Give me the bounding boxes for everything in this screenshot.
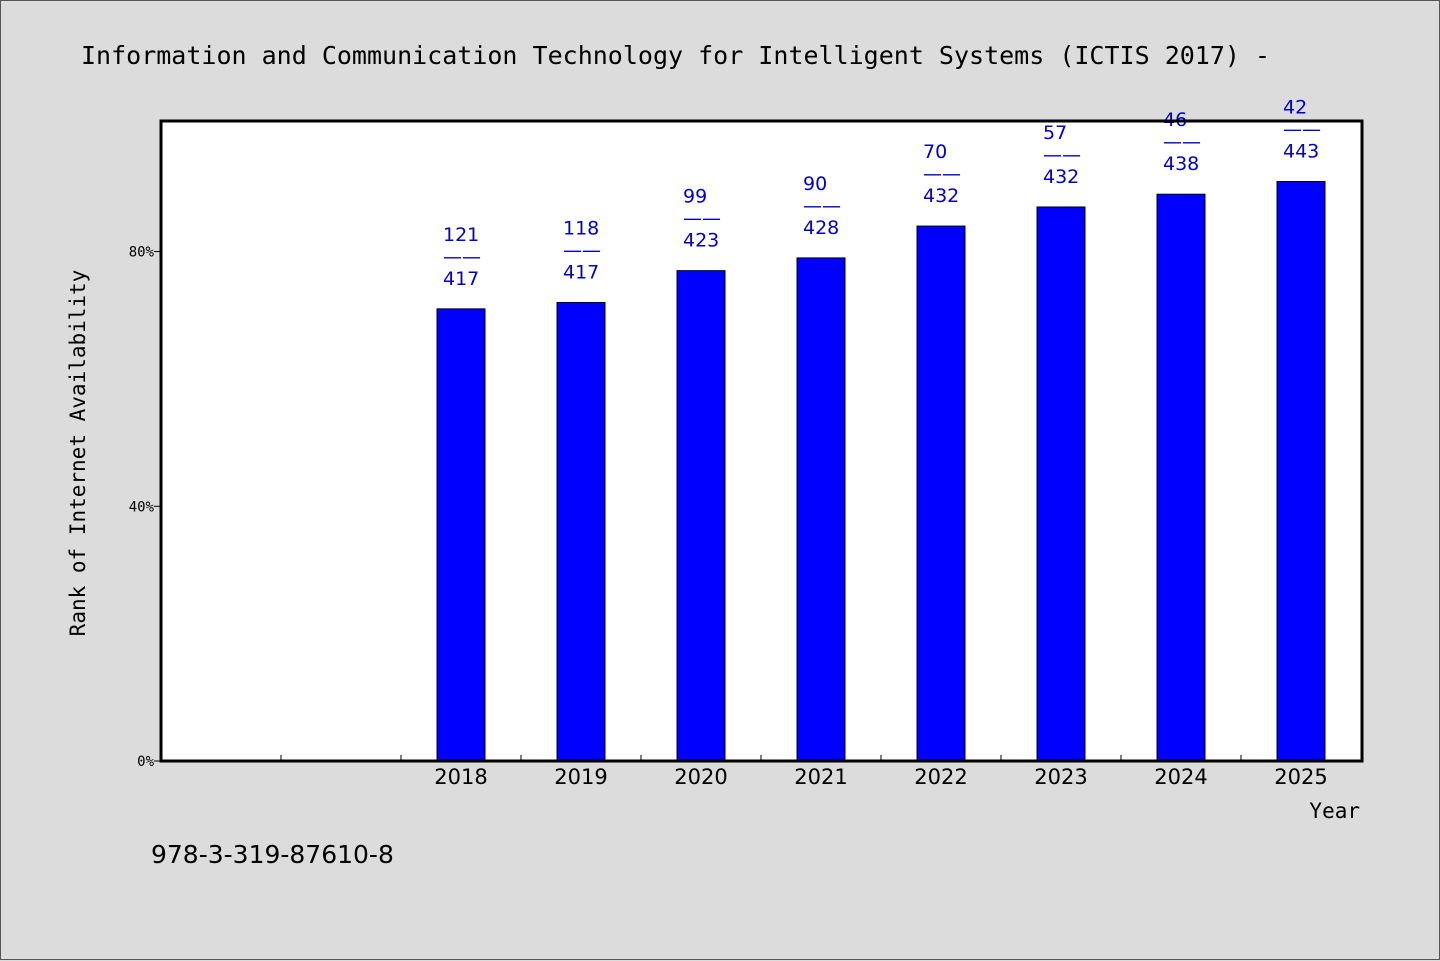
data-label-2024-bottom: 438 bbox=[1163, 153, 1199, 175]
y-axis-ticks: 0% 40% 80% bbox=[129, 245, 161, 770]
x-axis-label: Year bbox=[1309, 799, 1360, 823]
bar-2023 bbox=[1036, 206, 1086, 762]
data-label-2022-bottom: 432 bbox=[923, 185, 959, 207]
data-label-2021-sep: —— bbox=[803, 195, 841, 217]
data-label-2021-top: 90 bbox=[803, 173, 827, 195]
x-tick-label-2024: 2024 bbox=[1154, 765, 1207, 789]
x-axis-ticks: 2018 2019 2020 2021 2022 2023 2024 2025 bbox=[280, 755, 1328, 789]
data-label-2018-sep: —— bbox=[443, 246, 481, 268]
x-tick-label-2021: 2021 bbox=[794, 765, 847, 789]
bar-2021 bbox=[796, 257, 846, 762]
data-label-2018-top: 121 bbox=[443, 224, 479, 246]
x-tick-label-2020: 2020 bbox=[674, 765, 727, 789]
data-label-2022-sep: —— bbox=[923, 163, 961, 185]
data-label-2020-top: 99 bbox=[683, 186, 707, 208]
data-label-2025-sep: —— bbox=[1283, 118, 1321, 140]
data-label-2020-sep: —— bbox=[683, 208, 721, 230]
x-tick-label-2019: 2019 bbox=[554, 765, 607, 789]
bars-group bbox=[436, 180, 1326, 762]
data-label-2019-top: 118 bbox=[563, 217, 599, 239]
data-labels-group: 121——417118——41799——42390——42870——43257—… bbox=[443, 96, 1321, 289]
x-tick-label-2023: 2023 bbox=[1034, 765, 1087, 789]
x-tick-label-2018: 2018 bbox=[434, 765, 487, 789]
y-tick-label-40: 40% bbox=[129, 499, 155, 515]
isbn-footer: 978-3-319-87610-8 bbox=[151, 840, 394, 869]
y-axis-label: Rank of Internet Availability bbox=[66, 270, 90, 637]
data-label-2024-sep: —— bbox=[1163, 131, 1201, 153]
data-label-2025-bottom: 443 bbox=[1283, 140, 1319, 162]
data-label-2023-top: 57 bbox=[1043, 122, 1067, 144]
y-tick-label-80: 80% bbox=[129, 245, 155, 261]
chart-title: Information and Communication Technology… bbox=[81, 41, 1270, 70]
data-label-2021-bottom: 428 bbox=[803, 217, 839, 239]
data-label-2025-top: 42 bbox=[1283, 96, 1307, 118]
bar-2024 bbox=[1156, 193, 1206, 762]
data-label-2019-sep: —— bbox=[563, 239, 601, 261]
data-label-2018-bottom: 417 bbox=[443, 268, 479, 290]
data-label-2020-bottom: 423 bbox=[683, 230, 719, 252]
data-label-2023-bottom: 432 bbox=[1043, 166, 1079, 188]
data-label-2022-top: 70 bbox=[923, 141, 947, 163]
bar-2018 bbox=[436, 308, 486, 762]
bar-2019 bbox=[556, 301, 606, 762]
data-label-2019-bottom: 417 bbox=[563, 261, 599, 283]
bar-2020 bbox=[676, 270, 726, 762]
x-tick-label-2022: 2022 bbox=[914, 765, 967, 789]
y-tick-label-0: 0% bbox=[137, 754, 154, 770]
bar-2022 bbox=[916, 225, 966, 762]
data-label-2023-sep: —— bbox=[1043, 144, 1081, 166]
bar-2025 bbox=[1276, 180, 1326, 762]
x-tick-label-2025: 2025 bbox=[1274, 765, 1327, 789]
